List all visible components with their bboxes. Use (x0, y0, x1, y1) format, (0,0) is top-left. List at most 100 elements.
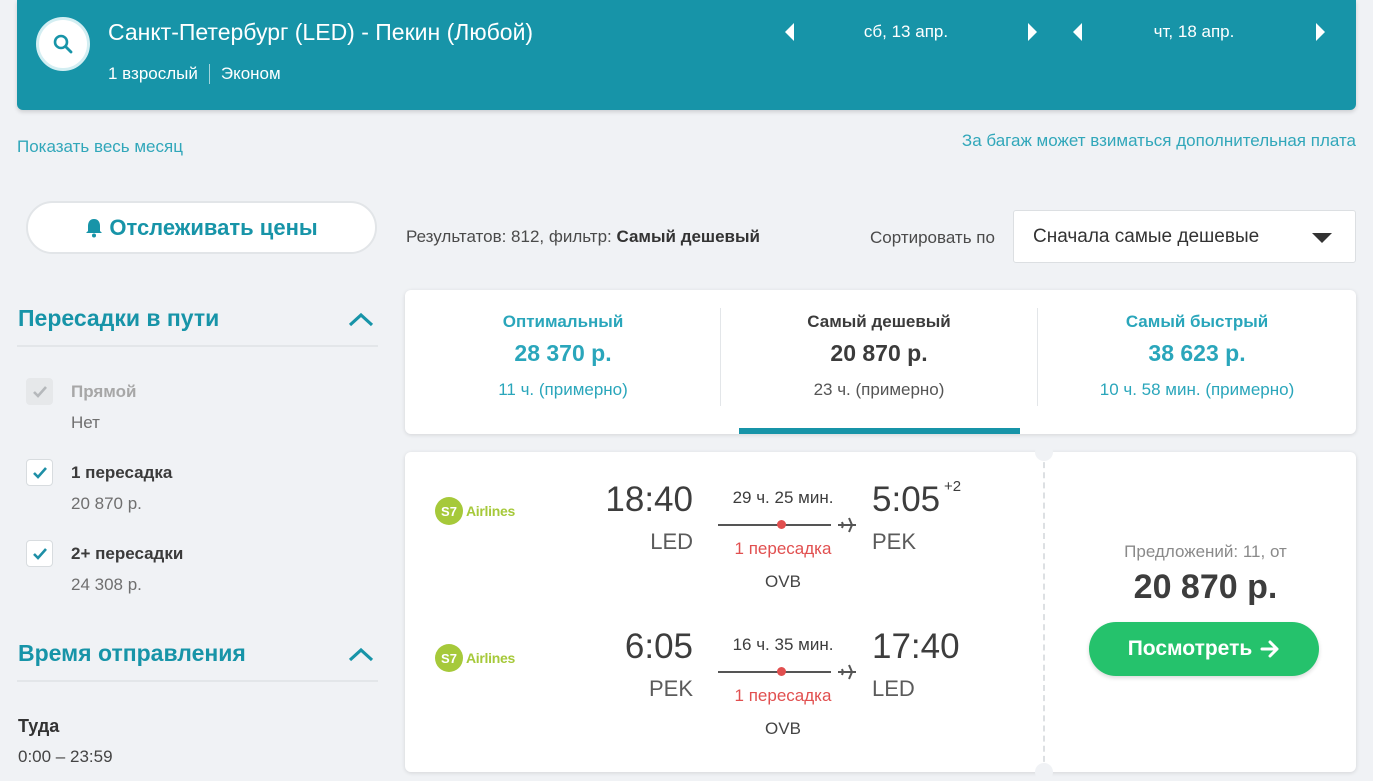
stops-count[interactable]: 1 пересадка (734, 539, 832, 558)
departure-airport: LED (650, 529, 693, 554)
flight-duration: 29 ч. 25 мин. (732, 488, 834, 507)
results-filter: Самый дешевый (616, 227, 760, 246)
results-count: Результатов: 812, фильтр: (406, 227, 617, 246)
plane-icon (838, 664, 856, 680)
airline-name: Airlines (466, 503, 515, 519)
tab-title: Самый быстрый (1125, 312, 1269, 331)
tab-duration: 10 ч. 58 мин. (примерно) (1099, 380, 1295, 399)
departure-time: 6:05 (624, 627, 693, 666)
check-icon (32, 386, 47, 398)
search-header: Санкт-Петербург (LED) - Пекин (Любой) 1 … (17, 0, 1356, 110)
tab-price: 38 623 р. (1148, 340, 1246, 366)
departure-direction-label: Туда (18, 716, 60, 736)
active-tab-indicator (739, 428, 1020, 434)
tab-title: Самый дешевый (807, 312, 951, 331)
tab-price: 28 370 р. (514, 340, 612, 366)
stops-direct-price: Нет (71, 413, 100, 432)
stopover-airport: OVB (765, 719, 801, 738)
triangle-right-icon (1027, 23, 1037, 41)
tab-title: Оптимальный (502, 312, 624, 331)
stops-two-plus-checkbox[interactable] (26, 540, 53, 567)
ticket-notch (1035, 763, 1053, 781)
airline-logo-mark: S7 (435, 644, 463, 672)
arrival-time: 5:05 (872, 480, 941, 519)
search-icon (53, 34, 73, 54)
route-title[interactable]: Санкт-Петербург (LED) - Пекин (Любой) (108, 19, 534, 45)
arrival-airport: PEK (872, 529, 917, 554)
track-prices-label: Отслеживать цены (109, 214, 318, 240)
stops-one-price: 20 870 р. (71, 494, 142, 513)
chevron-up-icon[interactable] (348, 646, 374, 662)
depart-next-button[interactable] (1022, 22, 1042, 42)
bell-icon (86, 218, 103, 237)
return-prev-button[interactable] (1067, 22, 1087, 42)
departure-time-range: 0:00 – 23:59 (18, 747, 113, 766)
stops-two-plus-label: 2+ пересадки (71, 544, 184, 563)
search-button[interactable] (36, 17, 90, 71)
departure-airport: PEK (648, 676, 693, 701)
route-line (718, 671, 831, 673)
tab-cheapest[interactable]: Самый дешевый 20 870 р. 23 ч. (примерно) (721, 290, 1037, 434)
tab-duration: 11 ч. (примерно) (498, 380, 628, 399)
filter-divider (17, 345, 378, 347)
stops-direct-checkbox[interactable] (26, 378, 53, 405)
route-line (718, 524, 831, 526)
stops-one-checkbox[interactable] (26, 459, 53, 486)
caret-down-icon (1312, 233, 1332, 243)
baggage-fee-link[interactable]: За багаж может взиматься дополнительная … (961, 131, 1356, 150)
ticket-notch (1035, 443, 1053, 461)
check-icon (32, 467, 47, 479)
stop-dot (777, 667, 786, 676)
track-prices-button[interactable]: Отслеживать цены (26, 201, 377, 254)
meta-divider (208, 64, 210, 84)
stopover-airport: OVB (765, 572, 801, 591)
departure-time-filter-title[interactable]: Время отправления (18, 640, 246, 666)
cabin-class-label: Эконом (220, 64, 281, 83)
airline-logo: S7 Airlines (435, 644, 515, 672)
passengers-label: 1 взрослый (108, 64, 198, 83)
airline-logo-mark: S7 (435, 497, 463, 525)
airline-logo: S7 Airlines (435, 497, 515, 525)
tab-optimal[interactable]: Оптимальный 28 370 р. 11 ч. (примерно) (405, 290, 721, 434)
arrival-time: 17:40 (872, 627, 960, 666)
sort-select[interactable]: Сначала самые дешевые (1013, 210, 1356, 263)
triangle-right-icon (1315, 23, 1325, 41)
sort-tabs: Оптимальный 28 370 р. 11 ч. (примерно) С… (405, 290, 1356, 434)
depart-prev-button[interactable] (779, 22, 799, 42)
sort-selected-value: Сначала самые дешевые (1033, 225, 1260, 247)
arrow-right-icon (1260, 640, 1279, 658)
stops-direct-label: Прямой (71, 382, 137, 401)
offers-count: Предложений: 11, от (1124, 542, 1287, 561)
airline-name: Airlines (466, 650, 515, 666)
filter-divider (17, 680, 378, 682)
check-icon (32, 548, 47, 560)
view-offer-label: Посмотреть (1127, 637, 1253, 660)
triangle-left-icon (784, 23, 794, 41)
ticket-price: 20 870 р. (1133, 568, 1278, 606)
stop-dot (777, 520, 786, 529)
chevron-up-icon[interactable] (348, 311, 374, 327)
tab-duration: 23 ч. (примерно) (813, 380, 945, 399)
view-offer-button[interactable]: Посмотреть (1089, 622, 1319, 676)
sort-label: Сортировать по (870, 228, 995, 247)
tab-fastest[interactable]: Самый быстрый 38 623 р. 10 ч. 58 мин. (п… (1039, 290, 1355, 434)
stops-one-label: 1 пересадка (71, 463, 173, 482)
stops-count[interactable]: 1 пересадка (734, 686, 832, 705)
return-date[interactable]: чт, 18 апр. (1153, 22, 1235, 41)
return-next-button[interactable] (1310, 22, 1330, 42)
tab-divider (1037, 308, 1038, 406)
ticket-perforation (1043, 452, 1045, 772)
depart-date[interactable]: сб, 13 апр. (863, 22, 949, 41)
stops-filter-title[interactable]: Пересадки в пути (18, 305, 220, 331)
tab-price: 20 870 р. (830, 340, 928, 366)
flight-duration: 16 ч. 35 мин. (732, 635, 834, 654)
arrival-airport: LED (872, 676, 915, 701)
tab-divider (720, 308, 721, 406)
trip-meta[interactable]: 1 взрослый Эконом (108, 64, 281, 84)
arrival-day-offset: +2 (944, 478, 962, 495)
triangle-left-icon (1072, 23, 1082, 41)
departure-time: 18:40 (605, 480, 693, 519)
ticket-card[interactable]: S7 Airlines 18:40 LED 29 ч. 25 мин. 1 пе… (405, 443, 1356, 781)
stops-two-plus-price: 24 308 р. (71, 575, 142, 594)
show-month-link[interactable]: Показать весь месяц (17, 137, 183, 156)
